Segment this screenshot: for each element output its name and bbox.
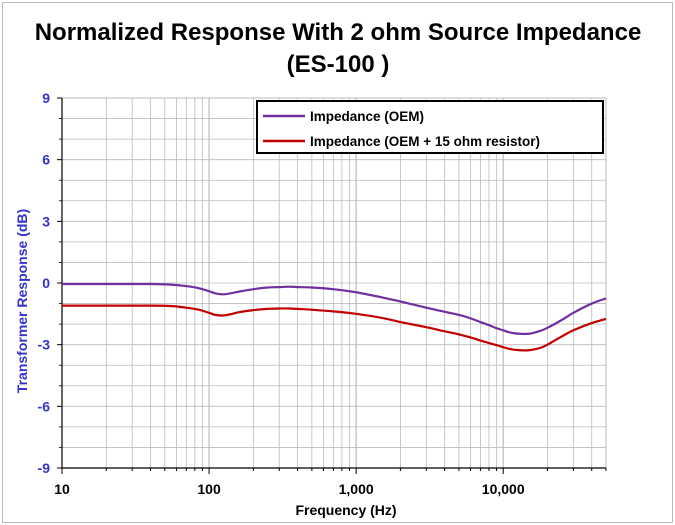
x-tick-label: 10: [54, 481, 70, 497]
series-line-oem-resistor: [62, 304, 607, 352]
x-tick-label: 1,000: [339, 481, 374, 497]
y-tick-label: -3: [38, 337, 51, 353]
series-line-oem: [61, 282, 607, 336]
x-axis-label: Frequency (Hz): [295, 502, 396, 518]
legend-box: [256, 100, 604, 154]
y-tick-label: 9: [42, 90, 50, 106]
y-axis-label: Transformer Response (dB): [14, 209, 30, 393]
y-tick-label: -6: [38, 398, 51, 414]
y-tick-label: -9: [38, 460, 51, 476]
grid-layer: [62, 97, 607, 468]
chart-title-line1: Normalized Response With 2 ohm Source Im…: [35, 19, 642, 46]
legend-label-oem: Impedance (OEM): [310, 109, 424, 124]
x-tick-label: 10,000: [482, 481, 525, 497]
tick-label-layer: 9 6 3 0 -3 -6 -910 100 1,000 10,000: [38, 90, 525, 497]
y-tick-label: 0: [42, 275, 50, 291]
legend: Impedance (OEM) Impedance (OEM + 15 ohm …: [256, 100, 604, 154]
legend-label-oem-resistor: Impedance (OEM + 15 ohm resistor): [310, 134, 540, 149]
x-tick-label: 100: [197, 481, 221, 497]
chart-title-line2: (ES-100 ): [287, 51, 390, 78]
series-layer: [61, 282, 607, 352]
y-tick-label: 6: [42, 152, 50, 168]
y-tick-label: 3: [42, 213, 50, 229]
